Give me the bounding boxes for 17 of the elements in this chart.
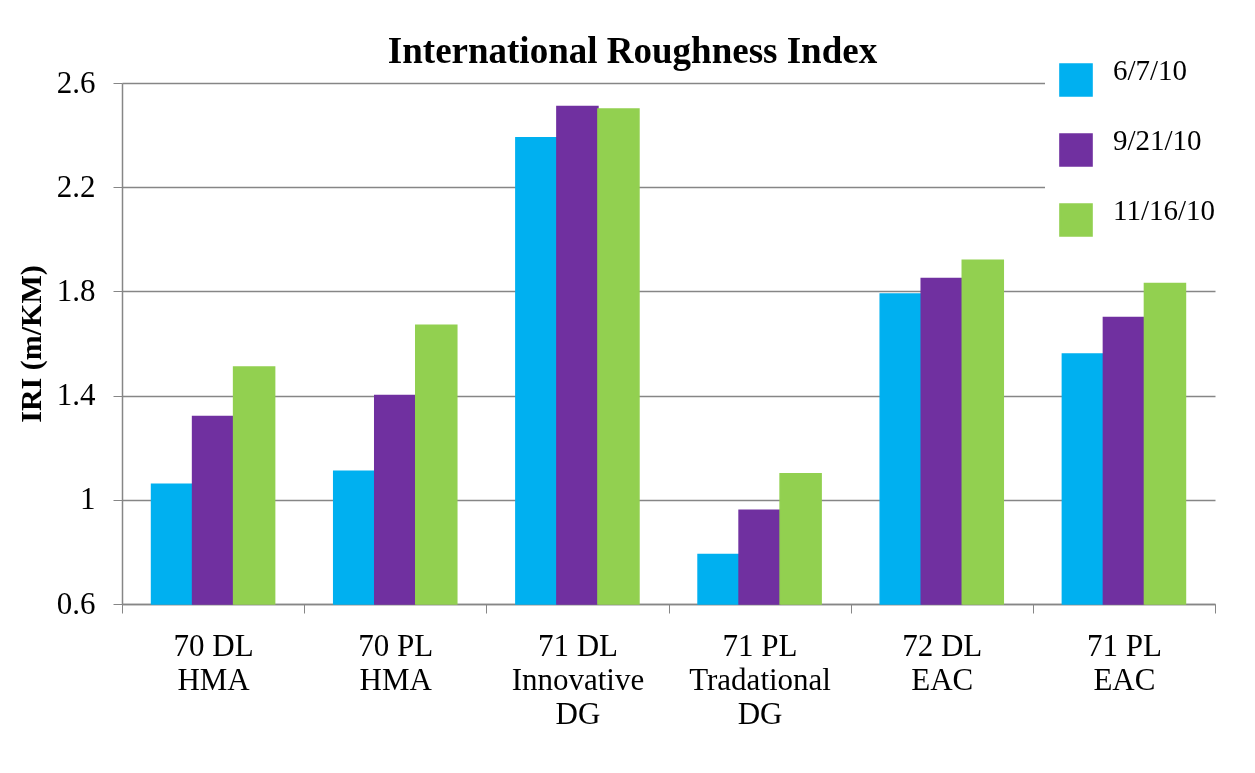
legend-label: 9/21/10 [1113,124,1202,156]
y-tick-label: 2.6 [56,64,96,100]
x-tick-label: 71 PL EAC [1086,627,1162,697]
legend-label: 11/16/10 [1113,194,1216,226]
x-tick-label: 70 DL HMA [173,627,254,697]
x-tick-label: 70 PL HMA [358,627,434,697]
y-tick-label: 1.4 [56,377,96,413]
y-tick-label: 0.6 [56,585,96,621]
chart-title: International Roughness Index [387,30,878,71]
legend-label: 6/7/10 [1113,54,1188,86]
x-tick-label: 72 DL EAC [902,627,983,697]
y-tick-label: 1.8 [56,272,96,308]
y-tick-label: 1 [80,481,96,517]
x-tick-label: 71 PL Tradational DG [689,627,831,731]
y-axis-title: IRI (m/KM) [13,265,48,423]
x-tick-label: 71 DL Innovative DG [511,627,645,731]
y-tick-label: 2.2 [56,168,96,204]
